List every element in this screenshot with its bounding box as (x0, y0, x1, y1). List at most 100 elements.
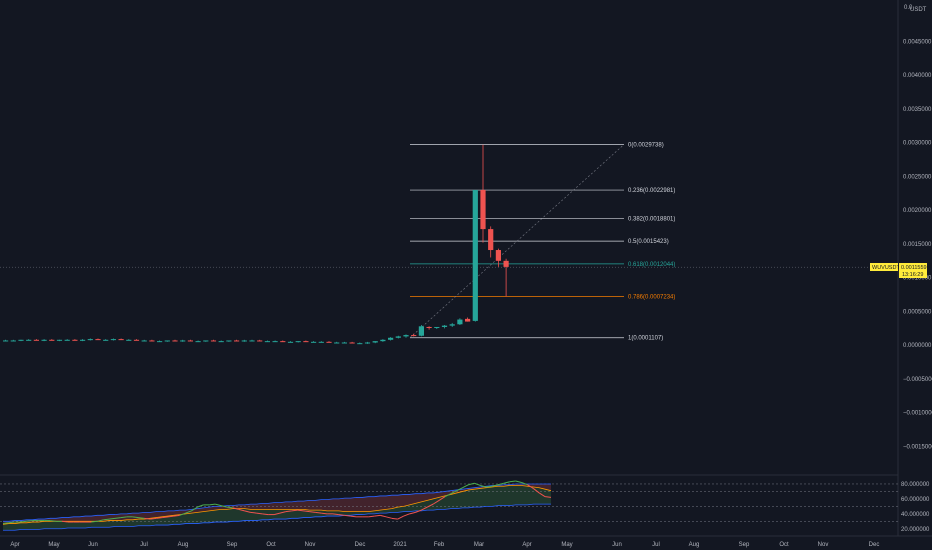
candle-up (318, 341, 324, 343)
fib-level-label: 0.786(0.0007234) (628, 294, 675, 300)
candle-up (157, 341, 163, 343)
time-axis-label: Feb (434, 542, 445, 548)
candle-down (411, 335, 417, 337)
candle-up (126, 339, 132, 341)
indicator-rsi-segment (521, 482, 528, 486)
indicator-rsi-segment (167, 515, 174, 518)
indicator-rsi-segment (244, 510, 251, 513)
candlestick-series (3, 144, 509, 345)
indicator-rsi-segment (185, 510, 192, 514)
indicator-rsi-segment (91, 520, 98, 523)
indicator-tick-label: 20.000000 (901, 527, 930, 533)
indicator-rsi-segment (397, 515, 404, 520)
indicator-pane[interactable]: 80.000000 60.000000 40.000000 20.000000 (0, 480, 930, 533)
candle-up (472, 189, 478, 321)
time-axis-label: Dec (355, 542, 366, 548)
indicator-rsi-segment (191, 506, 198, 512)
indicator-rsi-segment (403, 513, 410, 517)
candle-up (357, 343, 363, 345)
fib-level-label: 0(0.0029738) (628, 142, 664, 148)
candle-up (226, 340, 232, 342)
indicator-rsi-segment (209, 503, 216, 506)
time-axis-label: May (561, 542, 572, 548)
candle-up (372, 341, 378, 343)
indicator-rsi-segment (468, 482, 475, 486)
indicator-rsi-segment (20, 520, 27, 523)
indicator-rsi-segment (486, 485, 493, 488)
indicator-rsi-segment (374, 514, 381, 517)
price-tick-label: 0.0040000 (903, 73, 932, 79)
candle-up (203, 340, 209, 342)
candle-up (334, 342, 340, 344)
indicator-rsi-segment (515, 480, 522, 483)
indicator-rsi-segment (315, 511, 322, 514)
time-axis-label: Nov (305, 542, 316, 548)
indicator-rsi-segment (173, 514, 180, 517)
price-tick-label: 0.0015000 (903, 242, 932, 248)
price-tick-label: 0.0005000 (903, 309, 932, 315)
indicator-lower-band (3, 503, 551, 531)
candle-up (180, 340, 186, 342)
candle-down (133, 339, 140, 341)
candle-up (364, 342, 371, 344)
indicator-rsi-segment (50, 520, 57, 522)
candle-up (380, 339, 386, 342)
indicator-rsi-segment (179, 512, 186, 516)
indicator-rsi-segment (368, 515, 375, 518)
candle-up (10, 340, 16, 342)
candle-up (395, 336, 401, 338)
indicator-rsi-segment (120, 516, 127, 519)
indicator-rsi-segment (273, 512, 281, 516)
price-tick-label: −0.0005000 (903, 377, 932, 383)
candle-up (441, 325, 448, 327)
price-pane[interactable] (0, 0, 932, 537)
candle-down (257, 340, 263, 342)
candle-down (187, 340, 193, 342)
indicator-rsi-segment (132, 516, 139, 519)
candle-up (56, 339, 63, 341)
time-axis-label: May (48, 542, 59, 548)
candle-up (272, 341, 278, 343)
candle-up (457, 319, 463, 325)
time-axis[interactable]: Apr May Jun Jul Aug Sep Oct Nov Dec 2021 Feb Mar Apr… (10, 542, 879, 548)
indicator-rsi-segment (338, 514, 345, 516)
price-tag-countdown: 13:16:29 (902, 272, 923, 278)
price-axis[interactable]: 0.0 USDT 0.0045000 0.0040000 0.0035000 0.00… (903, 5, 932, 450)
candle-up (434, 326, 440, 328)
indicator-rsi-segment (409, 511, 416, 515)
indicator-rsi-segment (432, 499, 440, 505)
indicator-rsi-segment (350, 515, 357, 518)
candle-down (280, 341, 286, 343)
indicator-rsi-segment (215, 503, 222, 507)
candle-down (503, 260, 509, 267)
indicator-rsi-segment (197, 504, 204, 508)
indicator-rsi-segment (2, 522, 9, 525)
candle-up (64, 339, 70, 341)
indicator-rsi-segment (309, 511, 316, 513)
indicator-rsi-segment (238, 508, 245, 512)
indicator-rsi-segment (220, 505, 228, 508)
indicator-tick-label: 60.000000 (901, 497, 930, 503)
price-tag-bg (899, 263, 927, 278)
indicator-rsi-segment (427, 503, 434, 508)
indicator-rsi-segment (150, 517, 157, 520)
indicator-rsi-segment (391, 517, 398, 520)
indicator-rsi-segment (232, 507, 239, 510)
candle-down (49, 339, 55, 341)
fibonacci-retracement[interactable]: 0(0.0029738) 0.236(0.0022981) 0.382(0.0018… (409, 142, 675, 342)
indicator-rsi-segment (297, 509, 304, 512)
candle-down (172, 340, 178, 342)
indicator-rsi-segment (503, 481, 510, 484)
indicator-rsi-segment (162, 516, 169, 519)
candle-up (449, 324, 455, 326)
price-tick-label: 0.0045000 (903, 39, 932, 45)
candle-up (110, 339, 116, 341)
indicator-rsi-segment (344, 514, 351, 517)
candle-up (249, 340, 255, 342)
indicator-rsi-segment (450, 490, 457, 495)
indicator-rsi-segment (332, 513, 339, 516)
time-axis-label: Mar (474, 542, 484, 548)
candle-up (141, 340, 147, 342)
price-tick-label: 0.0035000 (903, 107, 932, 113)
